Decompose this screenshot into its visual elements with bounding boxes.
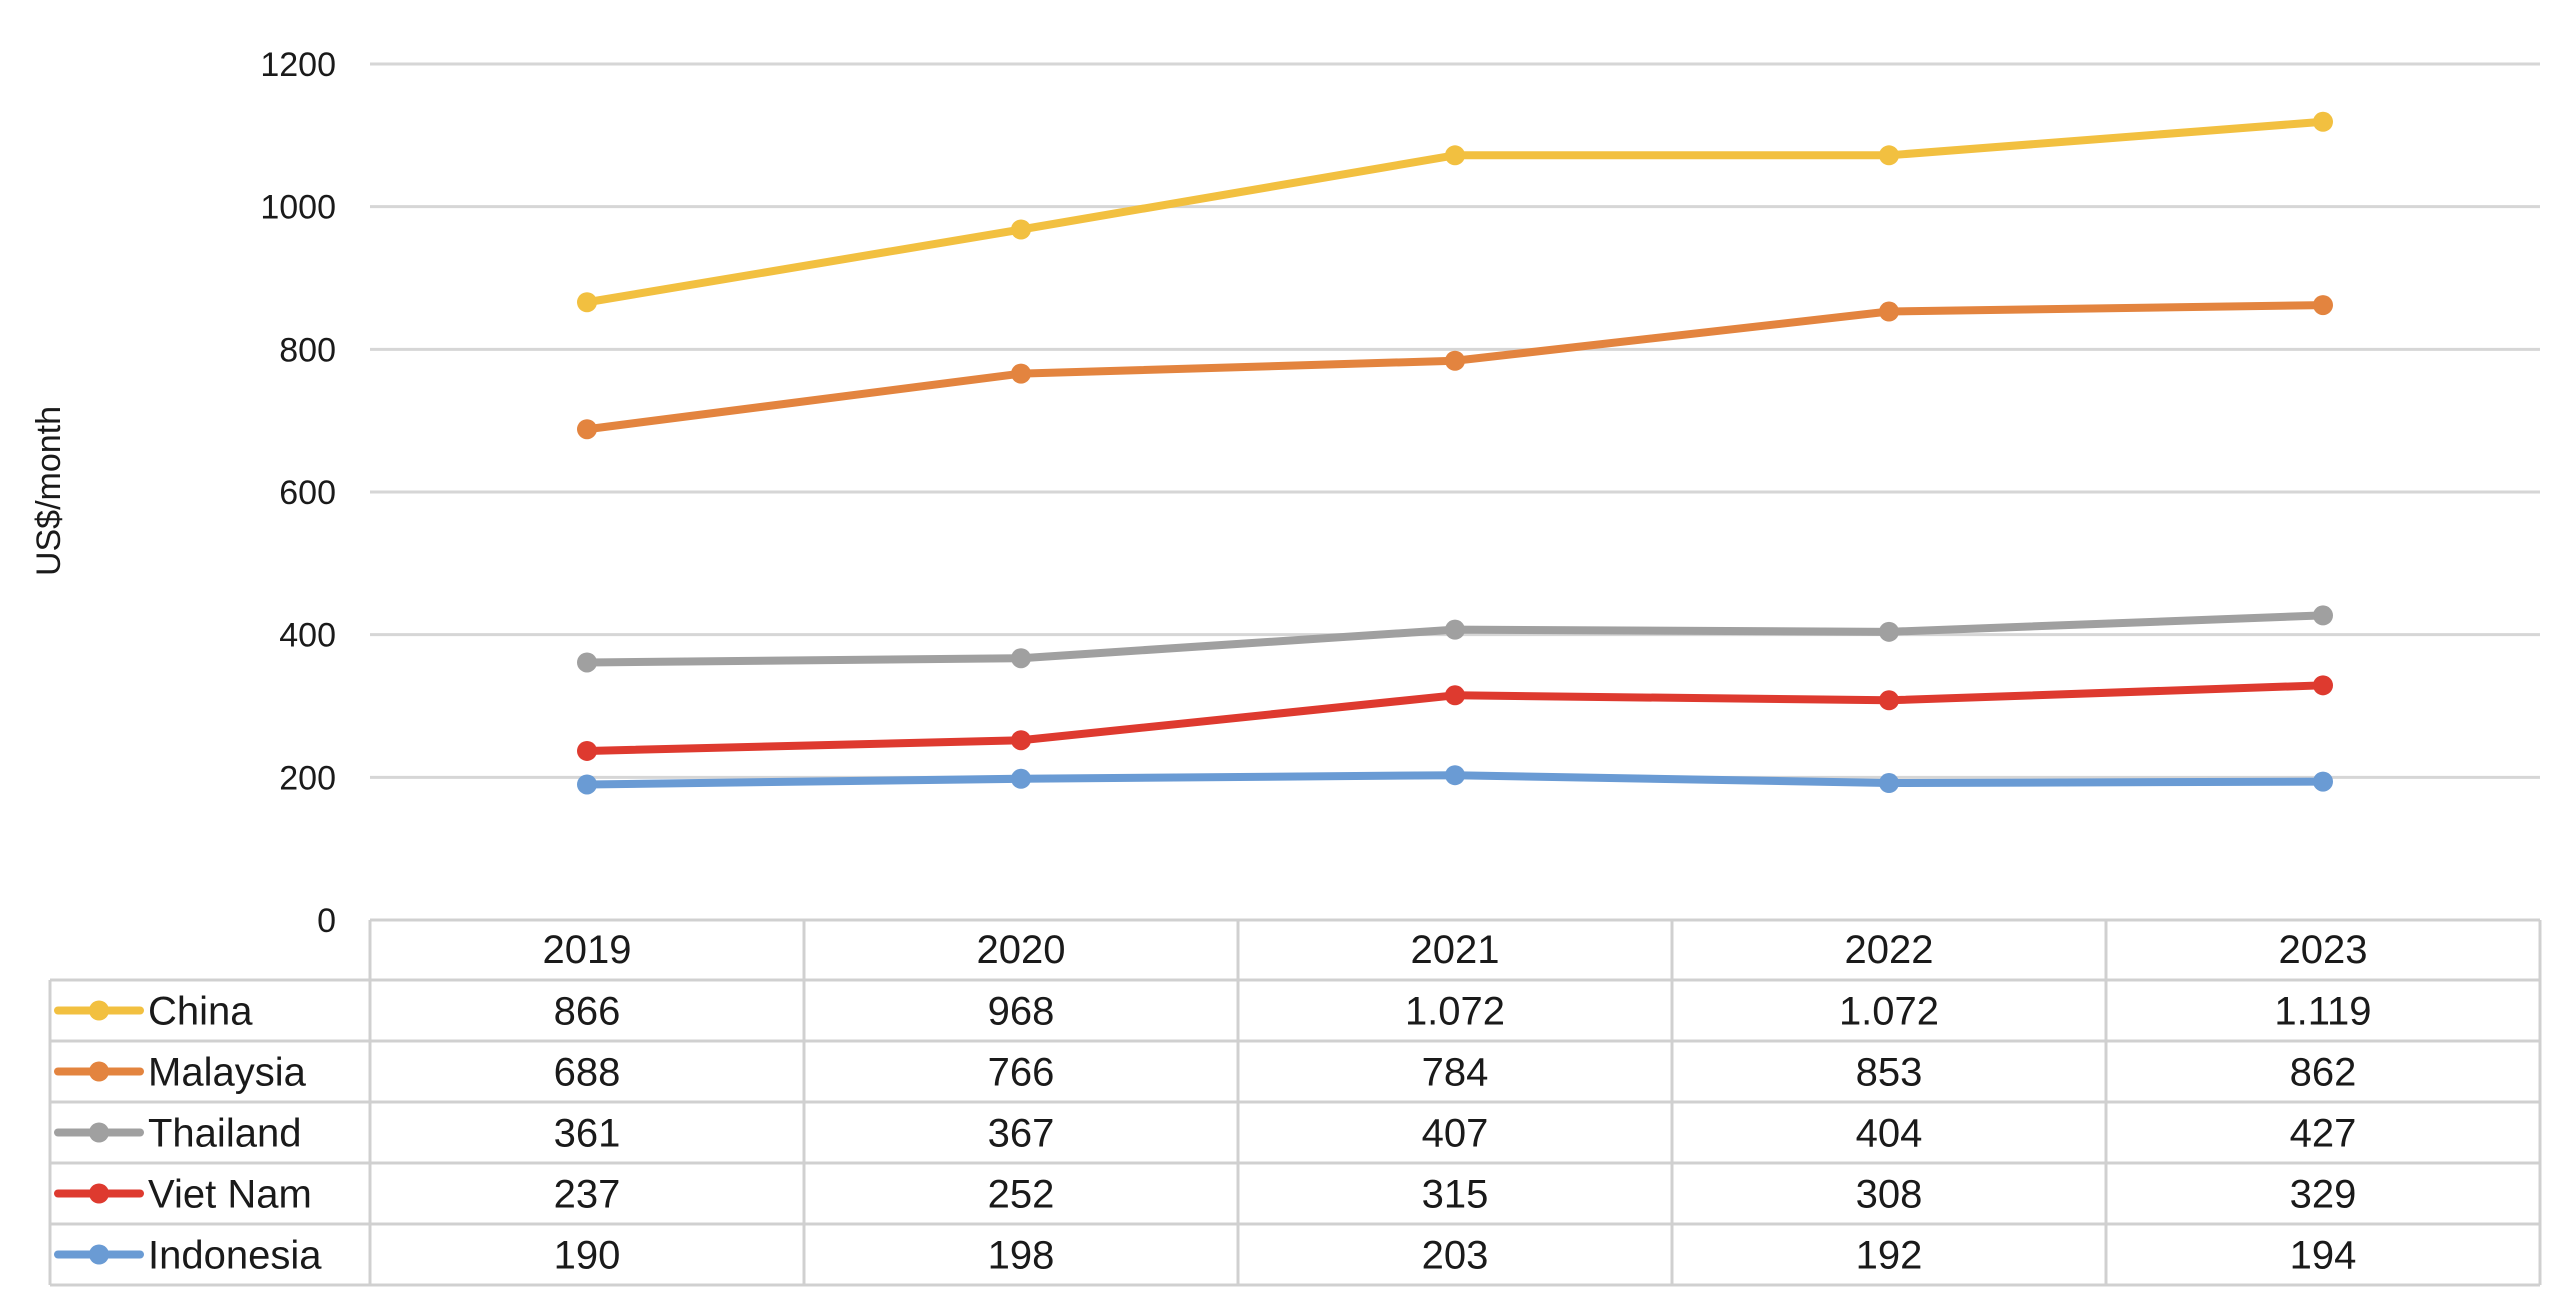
data-point [1011, 730, 1031, 751]
data-label: 237 [554, 1173, 621, 1217]
legend-label: Thailand [148, 1112, 301, 1156]
data-label: 252 [988, 1173, 1055, 1217]
data-point [1445, 685, 1465, 706]
y-tick-label: 600 [279, 474, 336, 512]
data-point [1879, 145, 1899, 166]
data-point [1445, 619, 1465, 640]
y-tick-label: 1200 [260, 46, 336, 84]
data-label: 203 [1422, 1234, 1489, 1278]
data-label: 367 [988, 1112, 1055, 1156]
legend-label: Malaysia [148, 1051, 307, 1095]
legend-key-marker [89, 1244, 109, 1265]
data-point [1011, 768, 1031, 789]
legend-key [54, 1000, 144, 1021]
y-tick-label: 1000 [260, 189, 336, 227]
data-label: 862 [2290, 1051, 2357, 1095]
y-tick-label: 200 [279, 759, 336, 797]
data-point [1445, 350, 1465, 371]
data-label: 784 [1422, 1051, 1489, 1095]
series-lines [577, 111, 2333, 795]
data-point [577, 740, 597, 761]
x-tick-label: 2022 [1845, 928, 1934, 972]
data-label: 1.072 [1405, 990, 1505, 1034]
data-point [1011, 219, 1031, 240]
series-malaysia [577, 295, 2333, 440]
legend-key [54, 1244, 144, 1265]
legend-key-marker [89, 1000, 109, 1021]
data-label: 308 [1856, 1173, 1923, 1217]
data-point [1011, 363, 1031, 384]
data-point [1879, 301, 1899, 322]
data-point [577, 419, 597, 440]
data-label: 866 [554, 990, 621, 1034]
data-label: 1.119 [2274, 990, 2371, 1034]
data-point [577, 652, 597, 673]
data-point [1879, 773, 1899, 794]
data-point [577, 292, 597, 313]
y-tick-label: 400 [279, 617, 336, 655]
legend-label: China [148, 990, 253, 1034]
data-point [1879, 621, 1899, 642]
data-point [1011, 648, 1031, 669]
legend-key-marker [89, 1061, 109, 1082]
data-point [1445, 145, 1465, 166]
x-tick-label: 2023 [2279, 928, 2368, 972]
legend-key [54, 1122, 144, 1143]
legend-key-marker [89, 1122, 109, 1143]
x-tick-label: 2019 [543, 928, 632, 972]
data-label: 427 [2290, 1112, 2357, 1156]
series-china [577, 111, 2333, 313]
data-label: 766 [988, 1051, 1055, 1095]
data-label: 688 [554, 1051, 621, 1095]
data-label: 194 [2290, 1234, 2357, 1278]
data-label: 407 [1422, 1112, 1489, 1156]
y-axis-label: US$/month [30, 406, 68, 576]
gridlines [370, 62, 2540, 779]
data-point [2313, 111, 2333, 132]
data-point [577, 774, 597, 795]
data-point [1879, 690, 1899, 711]
data-table: 2019 2020 2021 2022 2023 China 866 968 1.072 1.07… [48, 918, 2542, 1287]
y-tick-label: 800 [279, 331, 336, 369]
legend-key [54, 1183, 144, 1204]
data-label: 361 [554, 1112, 621, 1156]
data-label: 198 [988, 1234, 1055, 1278]
data-point [2313, 675, 2333, 696]
data-point [1445, 765, 1465, 786]
legend-label: Indonesia [148, 1234, 322, 1278]
data-label: 190 [554, 1234, 621, 1278]
y-tick-label: 0 [317, 902, 336, 940]
series-thailand [577, 605, 2333, 673]
data-label: 853 [1856, 1051, 1923, 1095]
legend-key-marker [89, 1183, 109, 1204]
data-label: 329 [2290, 1173, 2357, 1217]
x-tick-label: 2020 [977, 928, 1066, 972]
y-axis-ticks: 0 200 400 600 800 1000 1200 [260, 46, 336, 940]
data-point [2313, 771, 2333, 792]
series-indonesia [577, 765, 2333, 795]
data-label: 968 [988, 990, 1055, 1034]
series-viet-nam [577, 675, 2333, 761]
data-point [2313, 605, 2333, 626]
data-label: 1.072 [1839, 990, 1939, 1034]
legend-key [54, 1061, 144, 1082]
legend-label: Viet Nam [148, 1173, 312, 1217]
x-tick-label: 2021 [1411, 928, 1500, 972]
data-label: 192 [1856, 1234, 1923, 1278]
data-label: 315 [1422, 1173, 1489, 1217]
data-point [2313, 295, 2333, 316]
data-label: 404 [1856, 1112, 1923, 1156]
